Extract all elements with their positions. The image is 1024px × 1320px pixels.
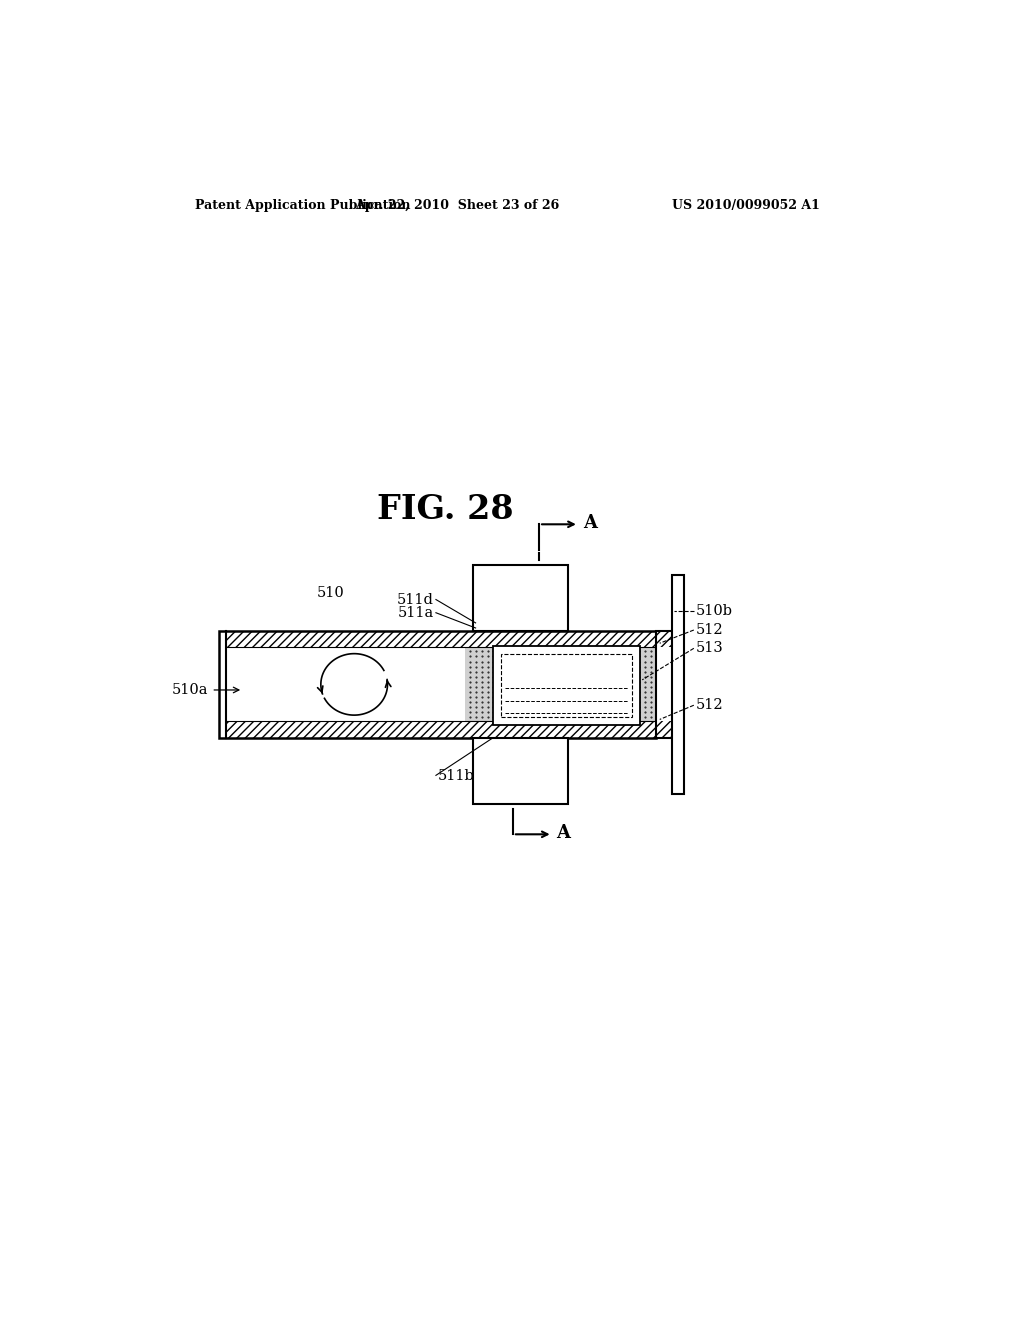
Bar <box>473 738 568 804</box>
Text: 510b: 510b <box>695 603 732 618</box>
Bar <box>672 576 684 793</box>
Bar <box>655 631 673 647</box>
Text: 512: 512 <box>695 698 723 713</box>
Bar <box>655 722 673 738</box>
Bar <box>225 631 655 647</box>
Bar <box>501 653 632 717</box>
Text: FIG. 28: FIG. 28 <box>377 492 514 525</box>
Text: 511b: 511b <box>437 770 474 783</box>
Bar <box>465 647 655 722</box>
Text: US 2010/0099052 A1: US 2010/0099052 A1 <box>672 198 819 211</box>
Text: 513: 513 <box>695 642 723 655</box>
Text: 511d: 511d <box>396 593 433 606</box>
Text: 512: 512 <box>695 623 723 638</box>
Text: Apr. 22, 2010  Sheet 23 of 26: Apr. 22, 2010 Sheet 23 of 26 <box>355 198 559 211</box>
Bar <box>655 631 673 738</box>
Bar <box>225 722 655 738</box>
Bar <box>473 565 568 631</box>
Text: A: A <box>583 515 597 532</box>
Text: 510: 510 <box>316 586 344 601</box>
Text: 510a: 510a <box>172 682 208 697</box>
Text: A: A <box>557 824 570 842</box>
Text: 511a: 511a <box>397 606 433 619</box>
Bar <box>219 631 655 738</box>
Bar <box>494 645 640 725</box>
Text: Patent Application Publication: Patent Application Publication <box>196 198 411 211</box>
